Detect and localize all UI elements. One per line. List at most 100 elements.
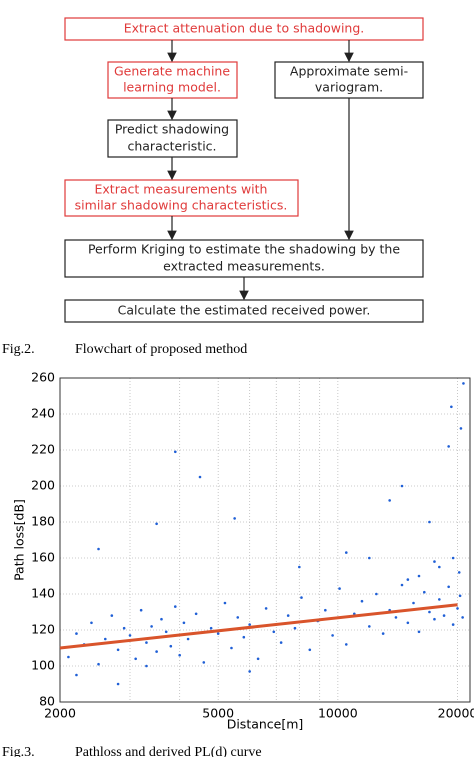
point [195,613,198,616]
point [187,638,190,641]
point [265,607,268,610]
point [174,605,177,608]
point [452,557,455,560]
point [280,641,283,644]
caption-label: Fig.2. [2,342,35,357]
point [300,596,303,599]
point [368,625,371,628]
node-label: learning model. [123,80,221,95]
point [452,623,455,626]
point [418,631,421,634]
fit-line [60,605,458,648]
point [407,578,410,581]
point [174,451,177,454]
point [178,654,181,657]
y-tick-label: 180 [31,514,55,529]
point [75,632,78,635]
point [217,632,220,635]
node-label: Approximate semi- [290,64,408,79]
point [331,634,334,637]
point [272,631,275,634]
point [438,598,441,601]
point [428,521,431,524]
point [412,602,415,605]
node-label: Calculate the estimated received power. [118,303,371,318]
point [224,602,227,605]
point [433,618,436,621]
point [308,649,311,652]
point [123,627,126,630]
point [447,586,450,589]
point [129,634,132,637]
point [233,517,236,520]
node-label: Predict shadowing [115,122,229,137]
point [418,575,421,578]
point [461,616,464,619]
point [210,627,213,630]
point [199,476,202,479]
point [155,650,158,653]
plot-frame [60,378,470,702]
point [97,663,100,666]
y-tick-label: 120 [31,622,55,637]
point [443,614,446,617]
point [160,618,163,621]
y-tick-label: 260 [31,370,55,385]
y-tick-label: 200 [31,478,55,493]
caption-text: Flowchart of proposed method [75,342,247,357]
point [248,670,251,673]
point [165,631,168,634]
point [140,609,143,612]
node-label: variogram. [315,80,383,95]
flowchart: Extract attenuation due to shadowing. Ge… [65,18,423,322]
point [236,616,239,619]
point [324,609,327,612]
y-tick-label: 140 [31,586,55,601]
point [183,622,186,625]
point [67,656,70,659]
point [111,614,114,617]
point [447,445,450,448]
point [287,614,290,617]
caption-label: Fig.3. [2,745,35,757]
node-label: Extract attenuation due to shadowing. [124,21,365,36]
node-label: Extract measurements with [95,182,268,197]
point [155,523,158,526]
x-tick-label: 2000 [44,706,76,721]
point [145,641,148,644]
node-label: Perform Kriging to estimate the shadowin… [88,242,400,257]
point [248,623,251,626]
point [456,607,459,610]
y-tick-label: 160 [31,550,55,565]
point [75,674,78,677]
point [388,499,391,502]
point [145,665,148,668]
node-label: Generate machine [114,64,230,79]
node-label: similar shadowing characteristics. [75,198,288,213]
point [458,571,461,574]
point [462,382,465,385]
y-axis-label: Path loss[dB] [12,499,27,581]
point [368,557,371,560]
point [433,560,436,563]
point [345,643,348,646]
point [257,658,260,661]
point [407,622,410,625]
y-tick-label: 100 [31,658,55,673]
point [395,616,398,619]
y-tick-label: 240 [31,406,55,421]
y-tick-label: 220 [31,442,55,457]
point [298,566,301,569]
x-axis-label: Distance[m] [227,717,304,732]
point [117,683,120,686]
node-label: characteristic. [127,139,216,154]
chart: Distance[m] Path loss[dB] 80100120140160… [12,370,474,732]
point [459,595,462,598]
node-label: extracted measurements. [163,259,325,274]
point [90,622,93,625]
point [338,587,341,590]
point [345,551,348,554]
point [361,600,364,603]
caption-text: Pathloss and derived PL(d) curve [75,745,262,757]
